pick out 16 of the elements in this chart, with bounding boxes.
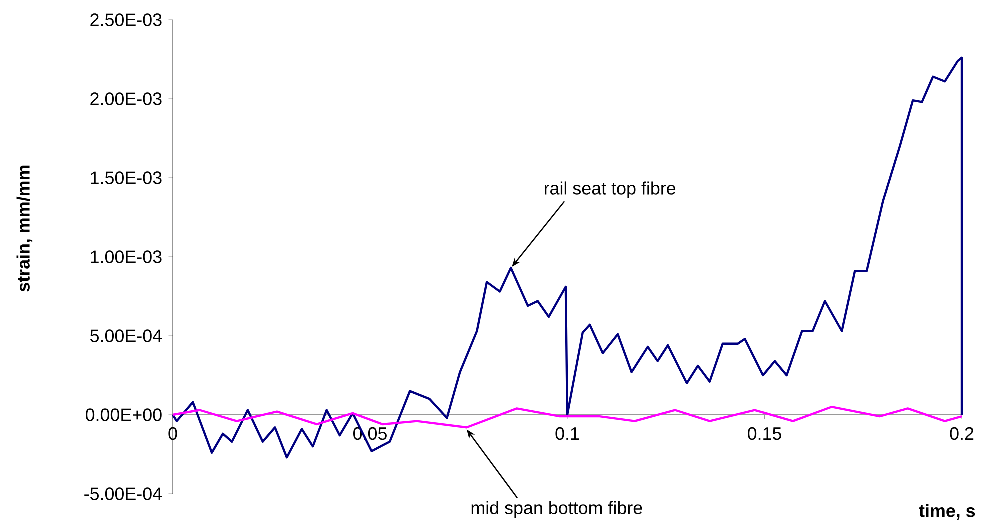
x-tick-label: 0.15 <box>748 427 782 440</box>
x-axis-title: time, s <box>919 504 976 520</box>
y-tick-label: 2.50E-03 <box>90 14 162 26</box>
x-tick-label: 0 <box>168 427 178 440</box>
annotation: rail seat top fibre <box>544 182 676 198</box>
y-tick-label: 2.00E-03 <box>90 92 162 106</box>
annotation: mid span bottom fibre <box>472 501 642 518</box>
y-tick-label: 1.00E-03 <box>91 250 162 264</box>
y-axis-title: strain, mm/mm <box>16 166 33 292</box>
x-tick-label: 0.2 <box>950 427 974 440</box>
y-tick-label: 1.50E-03 <box>91 172 162 184</box>
y-tick-label: -5.00E-04 <box>84 488 162 500</box>
x-tick-label: 0.1 <box>556 427 580 440</box>
y-tick-label: 5.00E-04 <box>90 330 162 342</box>
line-series <box>172 406 964 429</box>
y-tick-label: 0.00E+00 <box>86 408 162 422</box>
